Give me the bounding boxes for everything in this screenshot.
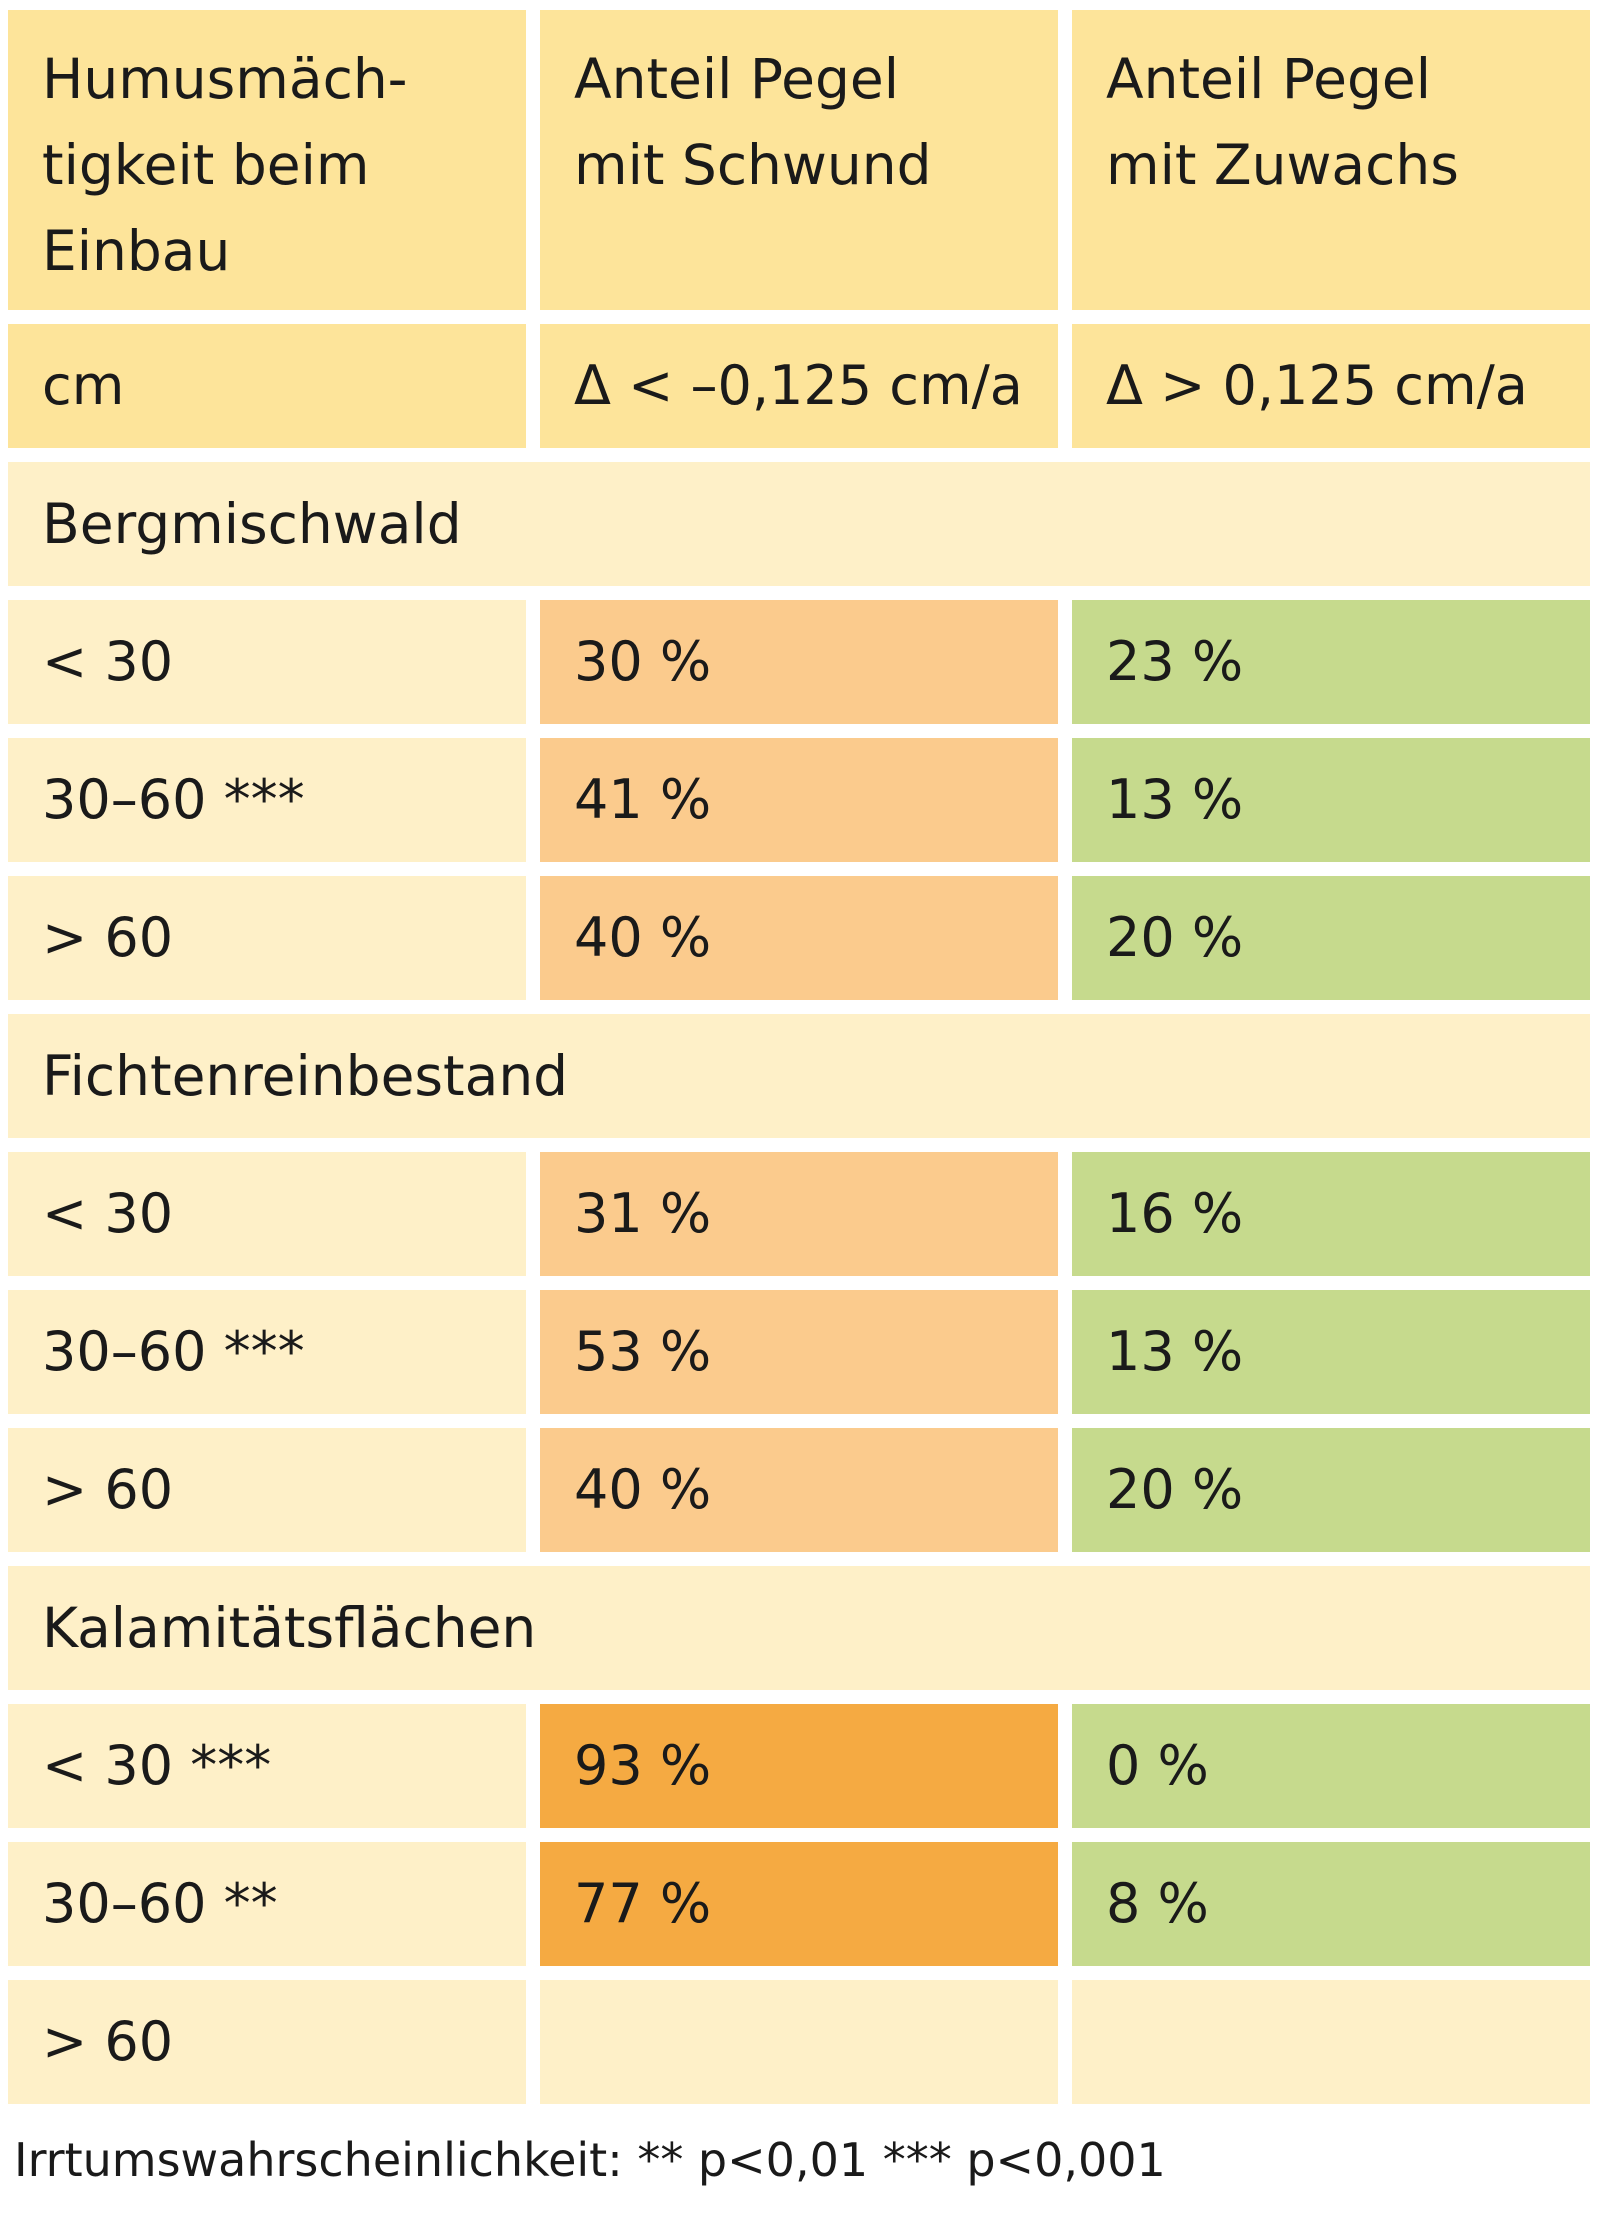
zuwachs-value: 13 % [1072,1290,1590,1414]
header-label-schwund: Anteil Pegel mit Schwund [574,47,932,197]
unit-cell-cm: cm [8,324,526,448]
group-heading-bergmischwald: Bergmischwald [8,462,1590,586]
zuwachs-value: 20 % [1072,876,1590,1000]
zuwachs-value: 0 % [1072,1704,1590,1828]
schwund-value: 53 % [540,1290,1058,1414]
group-heading-kalamitaetsflaechen: Kalamitätsflächen [8,1566,1590,1690]
header-cell-zuwachs: Anteil Pegel mit Zuwachs [1072,10,1590,310]
schwund-value: 40 % [540,876,1058,1000]
row-label: > 60 [8,876,526,1000]
header-cell-humus: Humusmäch- tigkeit beim Einbau [8,10,526,310]
zuwachs-value-empty [1072,1980,1590,2104]
row-label: < 30 [8,1152,526,1276]
schwund-value: 93 % [540,1704,1058,1828]
unit-cell-schwund: Δ < –0,125 cm/a [540,324,1058,448]
row-label: > 60 [8,1428,526,1552]
zuwachs-value: 8 % [1072,1842,1590,1966]
row-label: > 60 [8,1980,526,2104]
group-heading-fichtenreinbestand: Fichtenreinbestand [8,1014,1590,1138]
schwund-value-empty [540,1980,1058,2104]
header-label-zuwachs: Anteil Pegel mit Zuwachs [1106,47,1459,197]
zuwachs-value: 20 % [1072,1428,1590,1552]
schwund-value: 31 % [540,1152,1058,1276]
schwund-value: 77 % [540,1842,1058,1966]
schwund-value: 30 % [540,600,1058,724]
schwund-value: 41 % [540,738,1058,862]
header-label-humus: Humusmäch- tigkeit beim Einbau [42,47,408,283]
zuwachs-value: 16 % [1072,1152,1590,1276]
zuwachs-value: 13 % [1072,738,1590,862]
significance-footnote: Irrtumswahrscheinlichkeit: ** p<0,01 ***… [14,2133,1166,2187]
row-label: < 30 *** [8,1704,526,1828]
header-cell-schwund: Anteil Pegel mit Schwund [540,10,1058,310]
zuwachs-value: 23 % [1072,600,1590,724]
row-label: < 30 [8,600,526,724]
data-table: Humusmäch- tigkeit beim Einbau Anteil Pe… [8,10,1590,2104]
row-label: 30–60 *** [8,738,526,862]
row-label: 30–60 *** [8,1290,526,1414]
row-label: 30–60 ** [8,1842,526,1966]
unit-cell-zuwachs: Δ > 0,125 cm/a [1072,324,1590,448]
schwund-value: 40 % [540,1428,1058,1552]
